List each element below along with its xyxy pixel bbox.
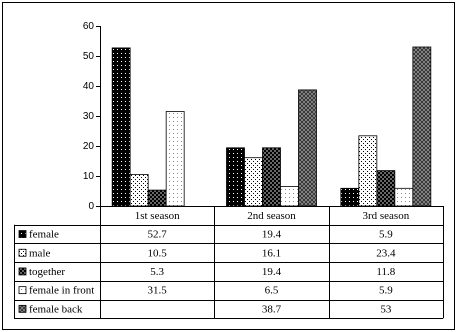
legend-key [18, 248, 27, 257]
y-tick-label: 0 [88, 201, 94, 212]
legend-label: female in front [29, 285, 94, 297]
y-tick-label: 10 [83, 171, 95, 182]
bar [262, 147, 281, 207]
table-value: 6.5 [265, 285, 279, 297]
y-tick-label: 50 [83, 51, 95, 62]
y-tick-label: 40 [83, 81, 95, 92]
legend-key [18, 267, 27, 276]
table-value: 52.7 [148, 229, 168, 241]
x-tick-label: 1st season [135, 210, 180, 222]
table-value: 23.4 [376, 247, 396, 259]
legend-key [18, 304, 27, 313]
table-value: 5.9 [379, 229, 393, 241]
bar [147, 189, 167, 207]
x-tick-label: 2nd season [247, 210, 296, 222]
bar [340, 187, 360, 207]
y-tick-label: 60 [83, 21, 95, 32]
bar [376, 170, 396, 207]
table-value: 19.4 [262, 266, 282, 278]
legend-label: together [29, 266, 65, 278]
legend-key [18, 230, 27, 238]
table-value: 5.3 [150, 266, 164, 278]
table-value: 53 [380, 303, 392, 315]
bar [244, 157, 263, 207]
table-value: 19.4 [262, 229, 282, 241]
y-tick-label: 30 [83, 111, 95, 122]
bar [280, 186, 299, 207]
bar [358, 135, 378, 207]
table-value: 16.1 [262, 247, 281, 259]
table-value: 5.9 [379, 285, 393, 297]
y-tick-label: 20 [83, 141, 95, 152]
bar [129, 174, 149, 207]
table-value: 11.8 [376, 266, 395, 278]
bar [412, 46, 432, 207]
table-value: 10.5 [148, 247, 168, 259]
bar [394, 187, 414, 207]
bar [111, 47, 131, 207]
legend-label: female [29, 229, 59, 241]
legend-key [18, 286, 27, 295]
legend-label: male [29, 247, 50, 259]
bar [226, 147, 245, 207]
x-tick-label: 3rd season [362, 210, 409, 222]
bar [298, 89, 317, 207]
table-value: 38.7 [262, 303, 282, 315]
bar [165, 111, 185, 207]
legend-label: female back [29, 303, 83, 315]
table-value: 31.5 [148, 285, 168, 297]
